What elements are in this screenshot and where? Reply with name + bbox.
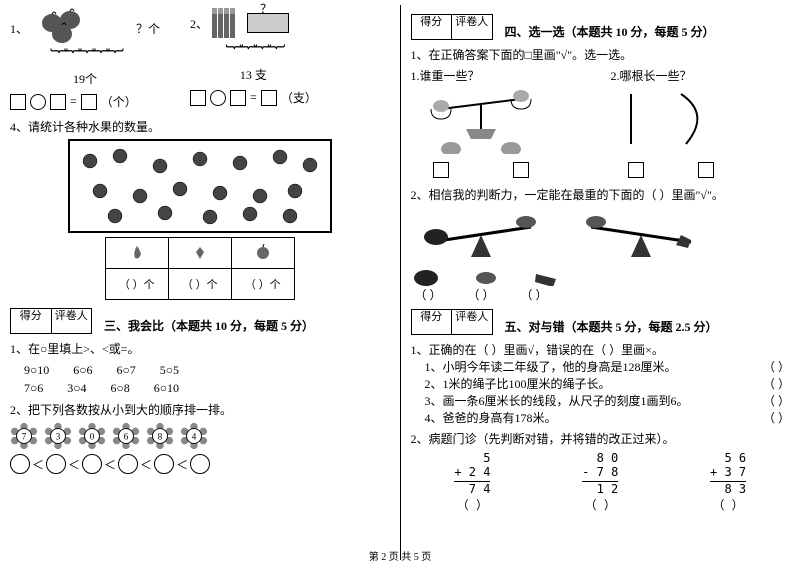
section-title: 四、选一选（本题共 10 分，每题 5 分）	[505, 23, 715, 40]
answer-paren[interactable]: （ ）	[763, 358, 790, 375]
score-box: 得分评卷人	[411, 309, 493, 335]
seesaw-comparison	[411, 207, 791, 262]
flower-numbers: 7 3 0 6 8 4	[10, 422, 390, 450]
seesaw-icon	[411, 207, 551, 262]
answer-paren[interactable]: （ ）	[763, 392, 790, 409]
true-false-list: 1、小明今年读二年级了，他的身高是128厘米。（ ） 2、1米的绳子比100厘米…	[425, 358, 791, 426]
sort-answer-row[interactable]: ＜ ＜ ＜ ＜ ＜	[10, 454, 390, 474]
section-5-header: 得分评卷人 五、对与错（本题共 5 分，每题 2.5 分）	[411, 309, 791, 335]
brace-icon: ︸︸︸︸︸	[50, 48, 120, 68]
calc-problem: 8 0 - 7 8 1 2 （ ）	[582, 451, 618, 513]
flower-icon: 6	[112, 422, 140, 450]
answer-box[interactable]	[81, 94, 97, 110]
unit-label: （个）	[101, 93, 137, 110]
prob-num: 1、	[10, 20, 28, 37]
q5-2: 2、病题门诊（先判断对错，并将错的改正过来）。	[411, 430, 791, 447]
problem-1: 1、 ？个 ︸︸︸︸︸ 19个 = （个）	[10, 8, 160, 110]
question-mark: ？个	[136, 20, 160, 37]
answer-circle[interactable]	[210, 90, 226, 106]
section-4-header: 得分评卷人 四、选一选（本题共 10 分，每题 5 分）	[411, 14, 791, 40]
flower-icon: 8	[146, 422, 174, 450]
choice-box[interactable]	[698, 162, 714, 178]
q4-1a: 1.谁重一些？	[411, 67, 551, 178]
q3-1: 1、在○里填上>、<或=。	[10, 340, 390, 357]
q4-2: 2、相信我的判断力，一定能在最重的下面的（ ）里画"√"。	[411, 186, 791, 203]
item-icon	[471, 266, 501, 286]
answer-paren[interactable]: （ ）	[710, 496, 746, 513]
answer-paren[interactable]: （ ）	[454, 496, 490, 513]
eraser-icon: ？	[247, 13, 289, 33]
balance-scale-icon	[411, 84, 551, 154]
count-table: （ ）个 （ ）个 （ ）个	[105, 237, 295, 300]
compare-grid[interactable]: 9○10 6○6 6○7 5○5 7○6 3○4 6○8 6○10	[24, 361, 390, 397]
problem-2: 2、 ？ ︸︸︸︸ 13 支 = （支）	[190, 8, 317, 106]
calc-row: 5 + 2 4 7 4 （ ） 8 0 - 7 8 1 2 （ ） 5 6 + …	[411, 451, 791, 513]
unit-label: （支）	[281, 89, 317, 106]
pencils-icon	[212, 8, 235, 38]
q5-1: 1、正确的在（ ）里画√，错误的在（ ）里画×。	[411, 341, 791, 358]
answer-box[interactable]	[190, 90, 206, 106]
answer-circle[interactable]	[30, 94, 46, 110]
svg-text:0: 0	[90, 433, 95, 443]
total-label: 19个	[10, 70, 160, 87]
brace-icon: ︸︸︸︸	[225, 44, 281, 64]
lines-compare-icon	[611, 84, 731, 154]
flower-icon: 4	[180, 422, 208, 450]
section-title: 五、对与错（本题共 5 分，每题 2.5 分）	[505, 318, 718, 335]
fruit-group-icon	[32, 8, 122, 48]
strawberry-icon	[192, 244, 208, 260]
score-box: 得分评卷人	[10, 308, 92, 334]
q4-1: 1、在正确答案下面的□里画"√"。选一选。	[411, 46, 791, 63]
pear-icon	[129, 244, 145, 260]
section-3-header: 得分评卷人 三、我会比（本题共 10 分，每题 5 分）	[10, 308, 390, 334]
answer-paren[interactable]: （ ）	[521, 286, 548, 303]
answer-box[interactable]	[10, 94, 26, 110]
answer-paren[interactable]: （ ）	[763, 409, 790, 426]
choice-box[interactable]	[513, 162, 529, 178]
choice-box[interactable]	[433, 162, 449, 178]
answer-paren[interactable]: （ ）	[763, 375, 790, 392]
section-title: 三、我会比（本题共 10 分，每题 5 分）	[104, 317, 314, 334]
seesaw-icon	[571, 207, 711, 262]
right-column: 得分评卷人 四、选一选（本题共 10 分，每题 5 分） 1、在正确答案下面的□…	[401, 0, 800, 565]
answer-box[interactable]	[230, 90, 246, 106]
calc-problem: 5 6 + 3 7 8 3 （ ）	[710, 451, 746, 513]
left-column: 1、 ？个 ︸︸︸︸︸ 19个 = （个） 2、	[0, 0, 400, 565]
page-footer: 第 2 页 共 5 页	[0, 548, 800, 563]
score-box: 得分评卷人	[411, 14, 493, 40]
svg-text:7: 7	[22, 433, 27, 443]
flower-icon: 0	[78, 422, 106, 450]
answer-paren[interactable]: （ ）	[415, 286, 442, 303]
count-cell[interactable]: （ ）个	[168, 269, 231, 300]
prob-text: 4、请统计各种水果的数量。	[10, 118, 390, 135]
item-icon	[531, 266, 561, 286]
total-label: 13 支	[190, 66, 317, 83]
q4-1b: 2.哪根长一些？	[611, 67, 731, 178]
svg-text:4: 4	[192, 433, 197, 443]
flower-icon: 3	[44, 422, 72, 450]
q3-2: 2、把下列各数按从小到大的顺序排一排。	[10, 401, 390, 418]
svg-text:3: 3	[56, 433, 61, 443]
calc-problem: 5 + 2 4 7 4 （ ）	[454, 451, 490, 513]
heavy-items-row	[411, 266, 791, 286]
answer-box[interactable]	[261, 90, 277, 106]
choice-box[interactable]	[628, 162, 644, 178]
flower-icon: 7	[10, 422, 38, 450]
answer-paren[interactable]: （ ）	[582, 496, 618, 513]
answer-box[interactable]	[50, 94, 66, 110]
fruit-counting-box	[68, 139, 332, 233]
count-cell[interactable]: （ ）个	[105, 269, 168, 300]
svg-text:6: 6	[124, 433, 129, 443]
problem-4: 4、请统计各种水果的数量。 （ ）个 （ ）个 （ ）个	[10, 118, 390, 300]
item-icon	[411, 266, 441, 286]
apple-icon	[255, 244, 271, 260]
count-cell[interactable]: （ ）个	[231, 269, 294, 300]
prob-num: 2、	[190, 15, 208, 32]
svg-text:8: 8	[158, 433, 163, 443]
answer-paren[interactable]: （ ）	[468, 286, 495, 303]
